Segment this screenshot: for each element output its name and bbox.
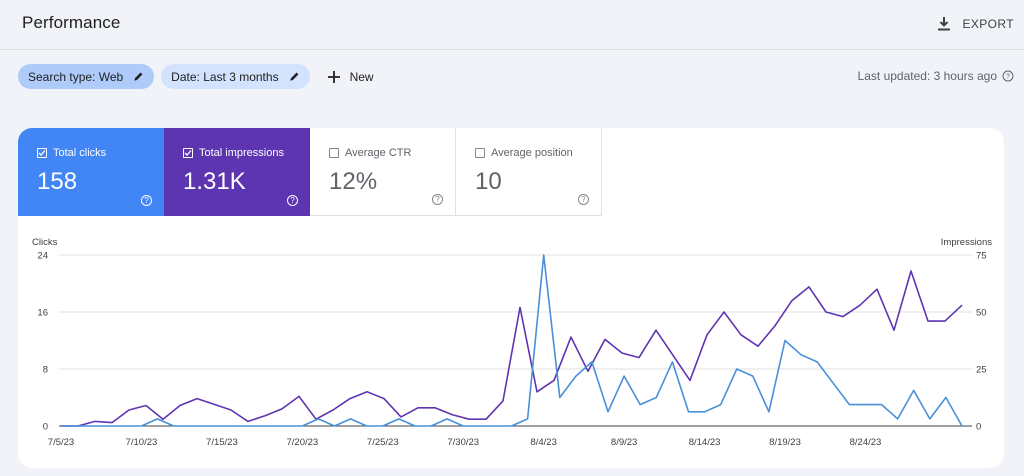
metric-label: Average position (491, 147, 573, 159)
metric-card-average-position[interactable]: Average position 10 ? (456, 128, 602, 216)
checkbox-checked-icon[interactable] (37, 148, 47, 158)
chart-grid (59, 254, 972, 427)
series-line-impressions (61, 270, 963, 427)
last-updated-text: Last updated: 3 hours ago (857, 69, 997, 83)
svg-text:?: ? (1006, 74, 1010, 81)
x-tick-label: 8/24/23 (850, 437, 882, 448)
left-tick-label: 0 (43, 422, 48, 433)
metric-value: 10 (475, 168, 502, 195)
chart-lines (61, 254, 963, 427)
x-tick-label: 7/10/23 (126, 437, 158, 448)
series-line-clicks (61, 254, 963, 427)
left-tick-label: 24 (37, 251, 48, 262)
new-label: New (349, 69, 374, 84)
export-button[interactable]: EXPORT (936, 12, 1014, 36)
x-tick-label: 7/20/23 (286, 437, 318, 448)
x-tick-label: 7/5/23 (48, 437, 74, 448)
export-label: EXPORT (962, 17, 1014, 31)
x-tick-label: 7/25/23 (367, 437, 399, 448)
pencil-icon (289, 72, 299, 81)
x-tick-label: 8/9/23 (611, 437, 637, 448)
performance-chart: Clicks Impressions 0 8 16 24 0 25 50 75 7/5/23 7/… (32, 237, 992, 449)
right-tick-label: 75 (976, 251, 987, 262)
performance-panel: Total clicks 158 ? Total impressions 1.3… (18, 128, 1004, 468)
help-icon[interactable]: ? (432, 194, 443, 205)
right-axis-label: Impressions (941, 237, 992, 248)
right-tick-label: 0 (976, 422, 981, 433)
help-icon[interactable]: ? (287, 195, 298, 206)
metric-label: Average CTR (345, 147, 412, 159)
plus-icon (327, 70, 340, 83)
help-icon[interactable]: ? (141, 195, 152, 206)
x-tick-label: 8/14/23 (689, 437, 721, 448)
header: Performance EXPORT (0, 0, 1024, 50)
new-filter-button[interactable]: New (327, 70, 374, 84)
checkbox-checked-icon[interactable] (183, 148, 193, 158)
help-icon[interactable]: ? (1002, 70, 1014, 82)
metric-label: Total impressions (199, 147, 284, 159)
right-tick-label: 50 (976, 308, 987, 319)
page-title: Performance (22, 13, 121, 32)
left-tick-label: 16 (37, 308, 48, 319)
last-updated: Last updated: 3 hours ago ? (858, 69, 1014, 83)
metric-value: 1.31K (183, 168, 246, 195)
metric-cards: Total clicks 158 ? Total impressions 1.3… (18, 128, 602, 216)
left-tick-label: 8 (43, 365, 48, 376)
right-tick-label: 25 (976, 365, 987, 376)
metric-value: 12% (329, 168, 378, 195)
date-label: Date: Last 3 months (171, 69, 279, 84)
left-axis-label: Clicks (32, 237, 58, 248)
metric-value: 158 (37, 168, 78, 195)
x-tick-label: 7/15/23 (206, 437, 238, 448)
metric-card-total-impressions[interactable]: Total impressions 1.31K ? (164, 128, 310, 216)
x-tick-label: 7/30/23 (447, 437, 479, 448)
date-chip[interactable]: Date: Last 3 months (161, 64, 310, 89)
metric-card-average-ctr[interactable]: Average CTR 12% ? (310, 128, 456, 216)
x-tick-label: 8/19/23 (769, 437, 801, 448)
pencil-icon (134, 72, 143, 81)
search-type-label: Search type: Web (28, 69, 124, 84)
x-tick-label: 8/4/23 (530, 437, 556, 448)
download-icon (938, 17, 951, 31)
metric-card-total-clicks[interactable]: Total clicks 158 ? (18, 128, 164, 216)
metric-label: Total clicks (53, 147, 107, 159)
filter-bar: Search type: Web Date: Last 3 months New (18, 64, 374, 89)
chart-ticks: 0 8 16 24 0 25 50 75 7/5/23 7/10/23 7/15/23 7/20/23… (37, 251, 986, 449)
search-type-chip[interactable]: Search type: Web (18, 64, 155, 89)
help-icon[interactable]: ? (578, 194, 589, 205)
checkbox-unchecked-icon[interactable] (475, 148, 485, 158)
checkbox-unchecked-icon[interactable] (329, 148, 339, 158)
